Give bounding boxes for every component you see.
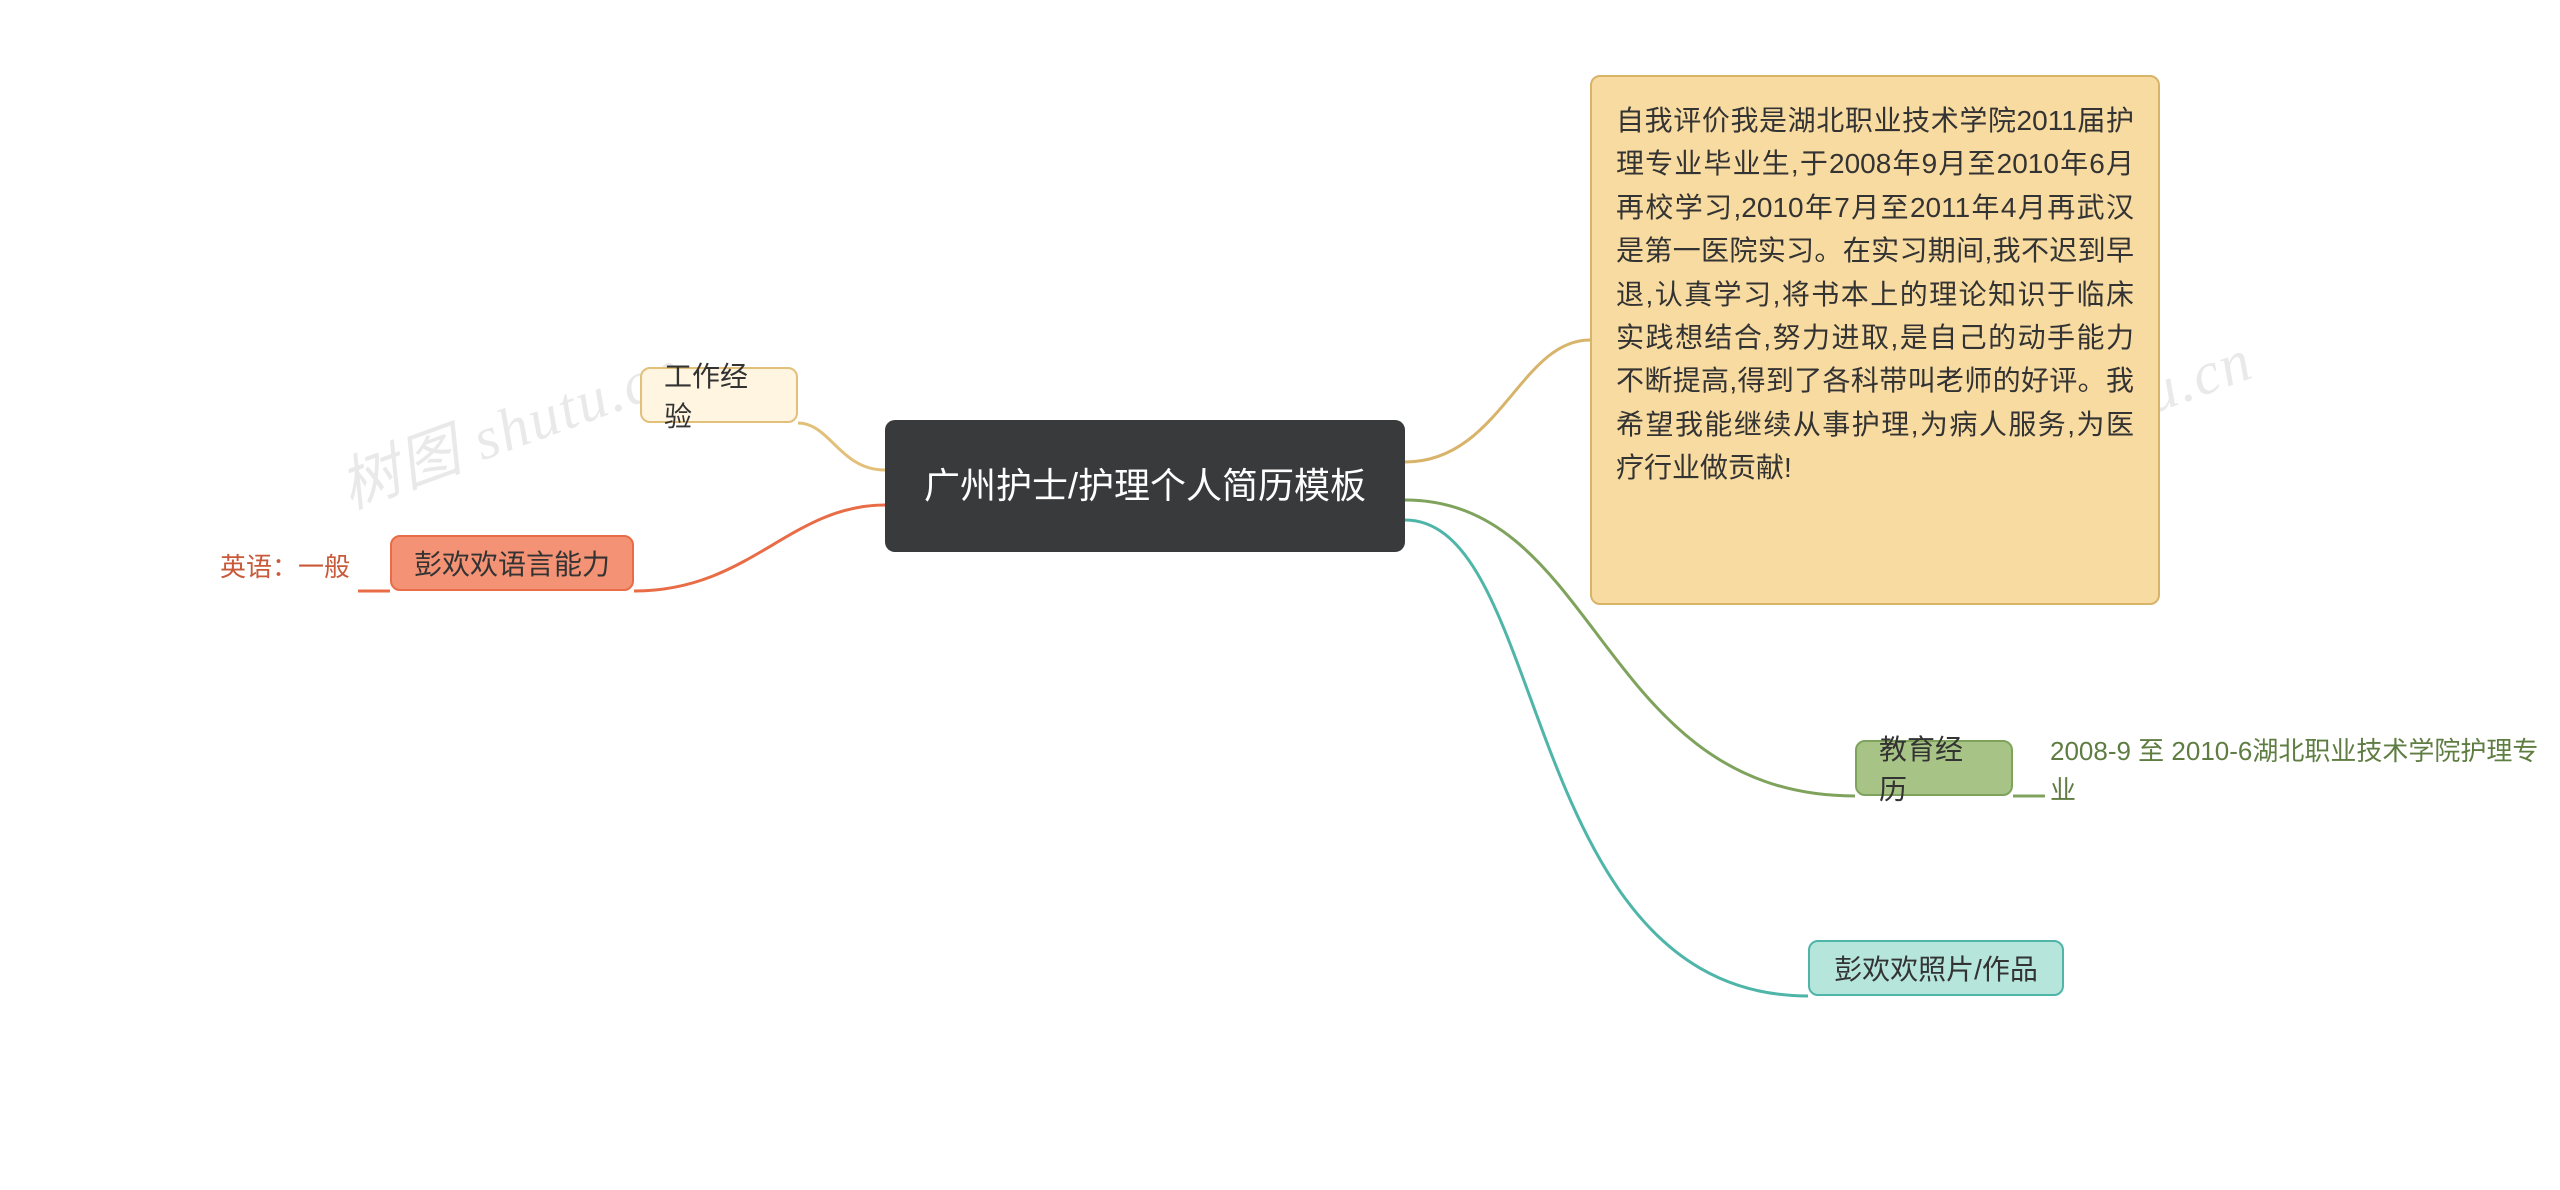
branch-edu[interactable]: 教育经历 (1855, 740, 2013, 796)
edge-self (1405, 340, 1590, 462)
leaf-edu: 2008-9 至 2010-6湖北职业技术学院护理专业 (2050, 732, 2550, 810)
branch-photo[interactable]: 彭欢欢照片/作品 (1808, 940, 2064, 996)
watermark-1: 树图 shutu.cn (326, 321, 693, 525)
branch-edu-label: 教育经历 (1879, 728, 1989, 808)
center-node-text: 广州护士/护理个人简历模板 (924, 459, 1366, 513)
center-node[interactable]: 广州护士/护理个人简历模板 (885, 420, 1405, 552)
leaf-lang: 英语：一般 (220, 548, 350, 587)
branch-work[interactable]: 工作经验 (640, 367, 798, 423)
branch-self-eval[interactable]: 自我评价我是湖北职业技术学院2011届护理专业毕业生,于2008年9月至2010… (1590, 75, 2160, 605)
edge-lang (634, 505, 885, 591)
branch-self-eval-text: 自我评价我是湖北职业技术学院2011届护理专业毕业生,于2008年9月至2010… (1616, 105, 2134, 483)
branch-lang-label: 彭欢欢语言能力 (414, 543, 610, 583)
connector-layer (0, 0, 2560, 1190)
branch-lang[interactable]: 彭欢欢语言能力 (390, 535, 634, 591)
edge-work (798, 423, 885, 470)
branch-photo-label: 彭欢欢照片/作品 (1834, 948, 2038, 988)
branch-work-label: 工作经验 (664, 355, 774, 435)
